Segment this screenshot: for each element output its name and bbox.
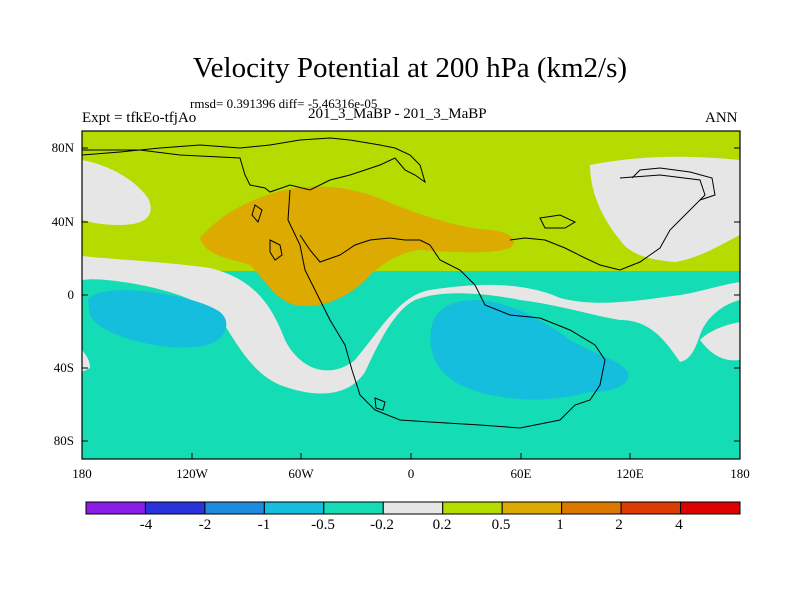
x-tick-label: 120W	[176, 466, 208, 481]
stats-label: rmsd= 0.391396 diff= -5.46316e-05	[190, 96, 378, 111]
colorbar-label: 0.2	[432, 517, 452, 533]
colorbar-swatch	[144, 501, 206, 515]
colorbar-swatch	[620, 501, 682, 515]
x-tick-label: 0	[407, 466, 415, 481]
colorbar-swatch	[561, 501, 622, 515]
field-near-zero-nw	[82, 160, 151, 225]
colorbar-swatch	[680, 501, 741, 515]
y-tick-label: 80S	[53, 433, 74, 448]
field-negative-east	[430, 300, 629, 400]
colorbar-swatch	[382, 501, 444, 515]
colorbar-label: 4	[675, 517, 683, 533]
y-tick-label: 40N	[51, 214, 74, 229]
colorbar-swatch	[501, 501, 563, 515]
x-tick-label: 180	[72, 466, 92, 481]
colorbar-label: -1	[257, 517, 271, 533]
colorbar-label: -2	[198, 517, 212, 533]
field-near-zero-band	[82, 256, 740, 394]
y-tick-label: 80N	[51, 140, 74, 155]
x-tick-label: 120E	[616, 466, 644, 481]
y-tick-label: 0	[67, 287, 75, 302]
case-label: 201_3_MaBP - 201_3_MaBP	[308, 106, 487, 122]
colorbar-label: 1	[556, 517, 564, 533]
colorbar-swatch	[85, 501, 146, 515]
experiment-label: Expt = tfkEo-tfjAo	[82, 110, 197, 126]
field-near-zero-sw	[82, 350, 90, 372]
x-tick-label: 60E	[510, 466, 532, 481]
colorbar-swatch	[442, 501, 503, 515]
y-tick-label: 40S	[53, 360, 74, 375]
tick-marks	[81, 147, 741, 459]
colorbar-swatch	[204, 501, 265, 515]
chart-title: Velocity Potential at 200 hPa (km2/s)	[192, 52, 628, 84]
field-positive-orange	[200, 186, 514, 307]
x-tick-label: 180	[730, 466, 750, 481]
field-near-zero-ne	[590, 156, 740, 262]
colorbar-label: 0.5	[491, 517, 511, 533]
colorbar-swatch	[263, 501, 325, 515]
field-negative-west	[88, 290, 227, 348]
field-near-zero-se	[700, 322, 740, 361]
colorbar-label: -0.2	[370, 517, 394, 533]
x-tick-label: 60W	[288, 466, 314, 481]
coastlines	[81, 137, 716, 429]
season-label: ANN	[705, 110, 738, 126]
colorbar-label: -0.5	[311, 517, 335, 533]
colorbar-label: 2	[615, 517, 623, 533]
colorbar-swatch	[323, 501, 384, 515]
colorbar-label: -4	[139, 517, 153, 533]
